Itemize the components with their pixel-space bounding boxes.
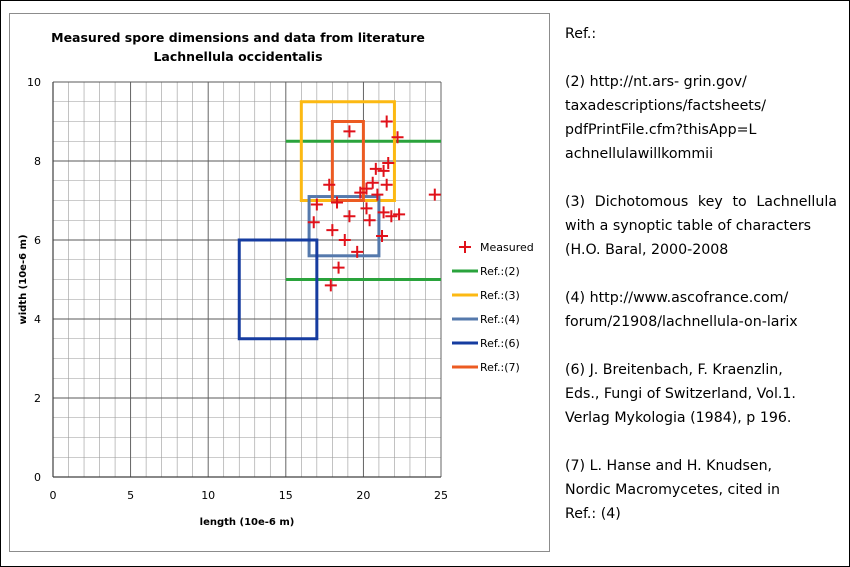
measured-point [310, 198, 323, 211]
x-tick-label: 5 [127, 489, 134, 502]
references-heading: Ref.: [565, 26, 597, 42]
reference-line: Ref.: (4) [565, 506, 621, 522]
reference-line: Nordic Macromycetes, cited in [565, 482, 781, 498]
measured-point [363, 214, 376, 227]
x-tick-label: 25 [434, 489, 448, 502]
measured-point [324, 279, 337, 292]
reference-item: (6) J. Breitenbach, F. Kraenzlin, Eds., F… [565, 358, 837, 430]
measured-point [385, 210, 398, 223]
measured-point [343, 125, 356, 138]
measured-point [354, 186, 367, 199]
legend-label: Ref.:(6) [480, 337, 520, 350]
measured-point [326, 224, 339, 237]
y-tick-label: 6 [34, 234, 41, 247]
y-tick-label: 8 [34, 155, 41, 168]
reference-item: (3) Dichotomous key to Lachnellula with a… [565, 190, 837, 262]
reference-item: (2) http://nt.ars- grin.gov/taxadescript… [565, 70, 837, 166]
measured-point [369, 162, 382, 175]
ref-6-rect [237, 238, 319, 341]
y-axis-label: width (10e-6 m) [18, 234, 29, 324]
ref-7-rect [330, 120, 365, 202]
ref-4-rect [307, 195, 381, 258]
reference-line: (2) http://nt.ars- grin.gov/ [565, 74, 747, 90]
reference-line: achnellulawillkommii [565, 146, 714, 162]
measured-point [351, 245, 364, 258]
reference-line: (6) J. Breitenbach, F. Kraenzlin, [565, 362, 783, 378]
reference-line: pdfPrintFile.cfm?thisApp=L [565, 122, 757, 138]
reference-item: (7) L. Hanse and H. Knudsen, Nordic Macro… [565, 454, 837, 526]
x-axis-label: length (10e-6 m) [200, 517, 295, 528]
reference-line: Verlag Mykologia (1984), p 196. [565, 410, 792, 426]
measured-point [360, 202, 373, 215]
chart-subtitle: Lachnellula occidentalis [153, 49, 322, 64]
y-tick-label: 10 [27, 76, 41, 89]
measured-point [391, 131, 404, 144]
chart-area: Measured spore dimensions and data from … [9, 13, 550, 552]
legend-label: Ref.:(4) [480, 313, 520, 326]
measured-point [377, 206, 390, 219]
y-tick-label: 2 [34, 392, 41, 405]
reference-items: (2) http://nt.ars- grin.gov/taxadescript… [565, 70, 837, 526]
legend-label: Ref.:(2) [480, 265, 520, 278]
legend-marker-plus [459, 241, 471, 253]
measured-point [377, 164, 390, 177]
measured-point [323, 178, 336, 191]
measured-point [376, 230, 389, 243]
reference-line: with a synoptic table of characters [565, 218, 812, 234]
x-tick-label: 10 [201, 489, 215, 502]
x-tick-label: 15 [279, 489, 293, 502]
measured-point [371, 188, 384, 201]
measured-point [338, 234, 351, 246]
legend-label: Ref.:(3) [480, 289, 520, 302]
measured-point [343, 210, 356, 223]
measured-point [382, 156, 395, 169]
chart-svg: Measured spore dimensions and data from … [18, 30, 534, 528]
reference-line: taxadescriptions/factsheets/ [565, 98, 767, 114]
reference-line: (7) L. Hanse and H. Knudsen, [565, 458, 773, 474]
chart-title: Measured spore dimensions and data from … [51, 30, 425, 45]
reference-line: Eds., Fungi of Switzerland, Vol.1. [565, 386, 796, 402]
measured-point [360, 182, 373, 195]
reference-line: (4) http://www.ascofrance.com/ [565, 290, 789, 306]
y-tick-label: 0 [34, 471, 41, 484]
reference-line: forum/21908/lachnellula-on-larix [565, 314, 798, 330]
x-tick-label: 0 [50, 489, 57, 502]
measured-point [366, 176, 379, 189]
x-tick-label: 20 [356, 489, 370, 502]
measured-point [393, 208, 406, 221]
reference-item: (4) http://www.ascofrance.com/forum/2190… [565, 286, 837, 334]
y-tick-label: 4 [34, 313, 41, 326]
reference-line: (H.O. Baral, 2000-2008 [565, 242, 729, 258]
measured-point [428, 188, 441, 201]
reference-line: (3) Dichotomous key to Lachnellula [565, 194, 837, 210]
measured-point [332, 261, 345, 274]
measured-point [331, 196, 344, 209]
legend-label: Ref.:(7) [480, 361, 520, 374]
measured-point [307, 216, 320, 229]
reference-list: Ref.: (2) http://nt.ars- grin.gov/taxade… [565, 22, 837, 550]
measured-point [380, 178, 393, 191]
measured-point [380, 115, 393, 128]
legend-label: Measured [480, 241, 534, 254]
